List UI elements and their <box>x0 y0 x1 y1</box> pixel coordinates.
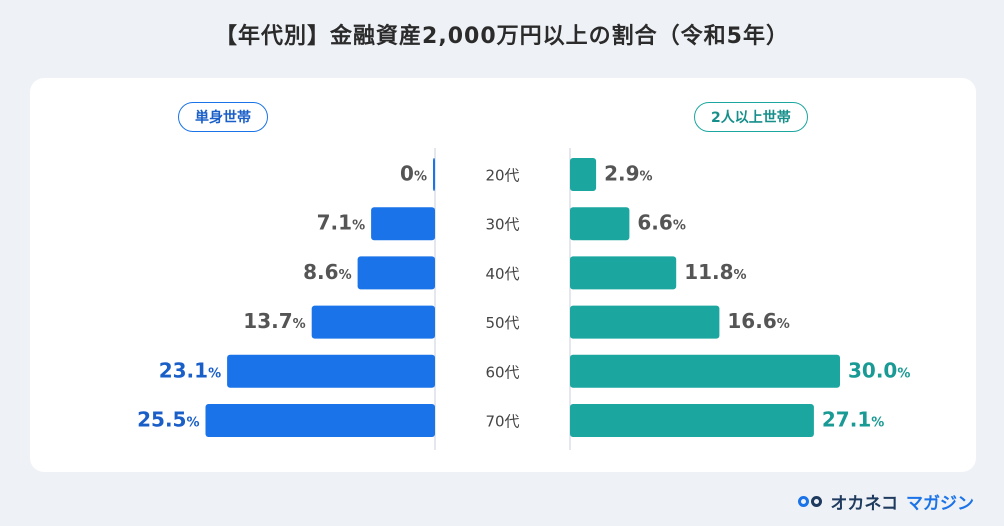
value-label-single-household: 8.6% <box>303 260 351 284</box>
value-label-single-household: 23.1% <box>159 358 221 382</box>
butterfly-chart: 20代 0% 2.9% 30代 7.1% 6.6% 40代 8.6% 11.8% 50代 13.7%… <box>137 148 910 450</box>
value-label-multi-household: 6.6% <box>637 211 685 235</box>
bar-multi-household <box>570 404 814 437</box>
logo-sub-text: マガジン <box>906 494 974 514</box>
category-label: 30代 <box>485 216 519 234</box>
bar-single-household <box>205 404 435 437</box>
value-label-single-household: 25.5% <box>137 408 199 432</box>
bar-single-household <box>357 256 435 290</box>
bar-single-household <box>227 354 435 388</box>
category-label: 70代 <box>485 413 519 431</box>
value-label-multi-household: 27.1% <box>822 408 884 432</box>
category-label: 60代 <box>485 363 519 381</box>
bar-multi-household <box>570 305 720 339</box>
chart-card: 単身世帯 2人以上世帯 20代 0% 2.9% 30代 7.1% 6.6% 40代 8.6% 1… <box>30 78 976 472</box>
category-label: 50代 <box>485 314 519 332</box>
logo-icon <box>798 496 823 507</box>
bar-multi-household <box>570 256 677 290</box>
bar-single-household <box>311 305 435 339</box>
bar-multi-household <box>570 158 597 191</box>
value-label-multi-household: 11.8% <box>684 260 746 284</box>
legend-single-household: 単身世帯 <box>178 102 268 132</box>
chart-title: 【年代別】金融資産2,000万円以上の割合（令和5年） <box>215 24 789 49</box>
value-label-single-household: 0% <box>400 162 427 186</box>
bar-multi-household <box>570 354 840 388</box>
legend-multi-household: 2人以上世帯 <box>694 102 808 132</box>
category-label: 40代 <box>485 265 519 283</box>
bar-single-household <box>433 158 435 191</box>
value-label-single-household: 7.1% <box>317 211 365 235</box>
value-label-multi-household: 2.9% <box>604 162 652 186</box>
value-label-single-household: 13.7% <box>243 309 305 333</box>
value-label-multi-household: 16.6% <box>727 309 789 333</box>
value-label-multi-household: 30.0% <box>848 358 910 382</box>
bar-multi-household <box>570 207 630 241</box>
brand-logo: オカネコ マガジン <box>798 489 974 514</box>
logo-main-text: オカネコ <box>830 494 898 514</box>
bar-single-household <box>371 207 435 241</box>
category-label: 20代 <box>485 167 519 185</box>
